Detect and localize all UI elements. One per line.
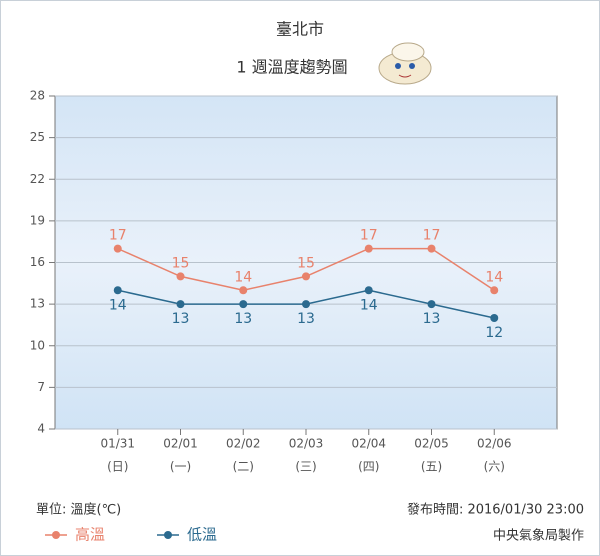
point — [113, 244, 122, 253]
point — [176, 272, 185, 281]
point — [239, 286, 248, 295]
chart-subtitle: 1 週溫度趨勢圖 — [236, 58, 347, 77]
x-weekday-label: (五) — [421, 460, 442, 474]
x-weekday-label: (四) — [358, 460, 379, 474]
x-tick-label: 02/05 — [414, 437, 449, 451]
point — [239, 300, 248, 309]
value-label: 14 — [234, 269, 252, 285]
y-tick-label: 16 — [30, 255, 45, 269]
value-label: 17 — [360, 228, 378, 244]
chart-title: 臺北市 — [276, 20, 324, 39]
value-label: 12 — [485, 325, 503, 341]
x-weekday-label: (一) — [170, 460, 191, 474]
value-label: 13 — [172, 311, 190, 327]
value-label: 14 — [485, 269, 503, 285]
legend-label: 高溫 — [75, 526, 105, 544]
value-label: 13 — [423, 311, 441, 327]
y-tick-label: 25 — [30, 130, 45, 144]
y-tick-label: 22 — [30, 172, 45, 186]
y-tick-label: 10 — [30, 338, 45, 352]
value-label: 14 — [360, 297, 378, 313]
y-tick-label: 7 — [37, 380, 45, 394]
y-tick-label: 4 — [37, 422, 45, 436]
x-tick-label: 01/31 — [100, 437, 135, 451]
point — [427, 244, 436, 253]
credit: 中央氣象局製作 — [493, 529, 584, 544]
value-label: 15 — [172, 255, 190, 271]
x-tick-label: 02/04 — [351, 437, 386, 451]
point — [113, 286, 122, 295]
unit-label: 單位: 溫度(℃) — [36, 502, 121, 518]
point — [364, 244, 373, 253]
value-label: 15 — [297, 255, 315, 271]
legend-label: 低溫 — [187, 526, 217, 544]
value-label: 13 — [297, 311, 315, 327]
point — [302, 272, 310, 281]
x-tick-label: 02/02 — [226, 437, 261, 451]
point — [490, 314, 499, 322]
point — [364, 286, 373, 295]
mascot — [378, 42, 432, 85]
y-tick-label: 28 — [30, 89, 45, 103]
legend-marker — [164, 531, 172, 539]
value-label: 17 — [423, 228, 441, 244]
x-tick-label: 02/01 — [163, 437, 198, 451]
value-label: 13 — [234, 311, 252, 327]
y-tick-label: 19 — [30, 213, 45, 227]
point — [490, 286, 499, 295]
x-tick-label: 02/03 — [289, 437, 324, 451]
point — [176, 300, 185, 309]
x-tick-label: 02/06 — [477, 437, 512, 451]
issued-time: 發布時間: 2016/01/30 23:00 — [407, 503, 584, 518]
y-tick-label: 13 — [30, 297, 45, 311]
x-weekday-label: (日) — [107, 460, 128, 474]
x-weekday-label: (二) — [233, 460, 254, 474]
point — [302, 300, 310, 309]
x-weekday-label: (三) — [295, 460, 316, 474]
value-label: 14 — [109, 297, 127, 313]
legend-marker — [52, 531, 60, 539]
x-weekday-label: (六) — [484, 460, 505, 474]
value-label: 17 — [109, 228, 127, 244]
point — [427, 300, 436, 309]
